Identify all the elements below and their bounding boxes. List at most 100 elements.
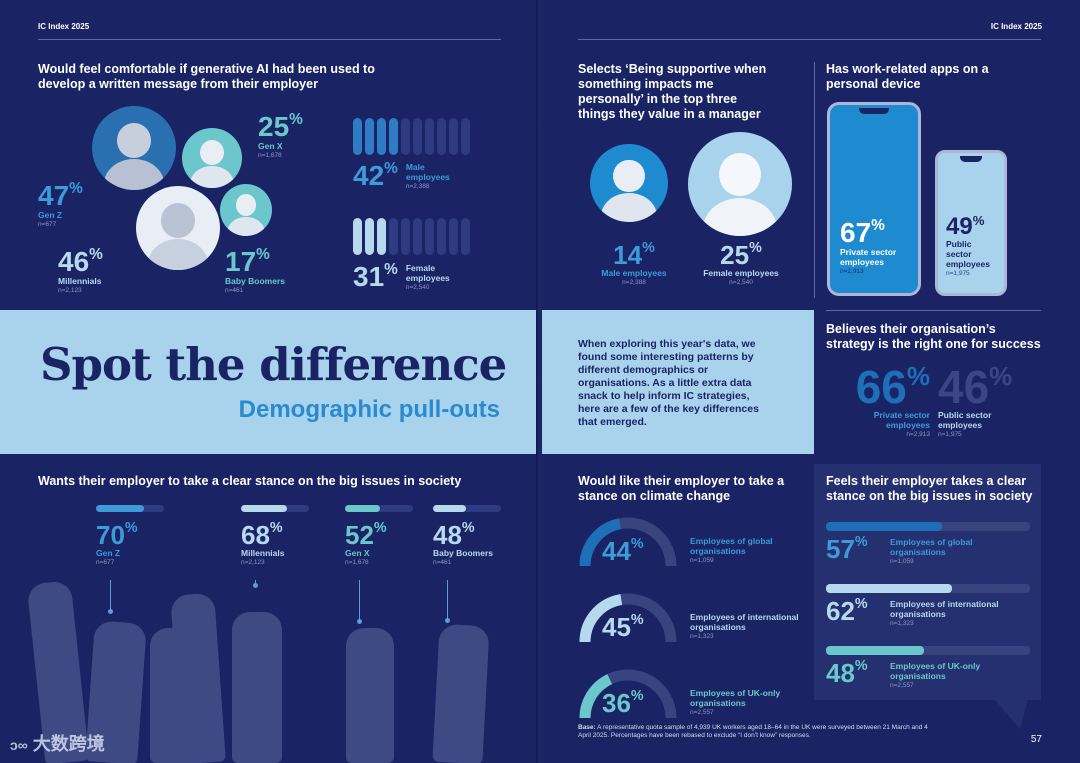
- stat-figure: 52%: [345, 521, 387, 548]
- percent-sign: %: [642, 240, 655, 256]
- stat-label: Employees of international organisations: [890, 599, 999, 619]
- watermark-icon: ↄ∞: [10, 737, 28, 753]
- stat-label: Public sector employees: [938, 410, 992, 430]
- stat-label: Employees of global organisations: [890, 537, 973, 557]
- stat-value: 31: [353, 261, 385, 292]
- avatar-gen-x: [182, 128, 242, 188]
- stat-n: n=2,540: [729, 279, 753, 286]
- stat-figure: 62%: [826, 597, 868, 624]
- band-left: Spot the difference Demographic pull-out…: [0, 310, 538, 454]
- base-text: A representative quota sample of 4,939 U…: [578, 724, 928, 739]
- stat-label: Female employees: [405, 263, 450, 283]
- percent-sign: %: [269, 520, 283, 536]
- stance-bar-fill: [241, 505, 288, 512]
- stat-n: n=1,059: [690, 557, 714, 564]
- percent-sign: %: [630, 536, 644, 552]
- stripe-bar: [437, 218, 446, 255]
- stat-n: n=1,323: [690, 633, 714, 640]
- avatar-millennial: [136, 186, 220, 270]
- feels-bar-2: [826, 646, 1030, 655]
- stat-label: Public sector employees: [946, 239, 990, 269]
- percent-sign: %: [384, 160, 398, 177]
- stripe-bar: [449, 218, 458, 255]
- percent-sign: %: [749, 240, 762, 256]
- band-subhead: Demographic pull-outs: [238, 396, 500, 423]
- stat-n: n=1,975: [946, 270, 970, 277]
- percent-sign: %: [69, 180, 83, 197]
- header-rule: [578, 39, 1041, 40]
- stat-n: n=461: [433, 559, 452, 566]
- stat-label: Private sector employees: [873, 410, 930, 430]
- avatar-male: [590, 144, 668, 222]
- stat-label: Millennials: [58, 276, 102, 286]
- stripe-bar: [425, 218, 434, 255]
- stat-label: Male employees: [405, 162, 450, 182]
- stripe-bar: [365, 118, 374, 155]
- stat-apps-public: 49% Public sector employees n=1,975: [946, 213, 998, 278]
- base-note: Base: A representative quota sample of 4…: [578, 724, 938, 740]
- percent-sign: %: [972, 213, 985, 228]
- percent-sign: %: [630, 612, 644, 628]
- stripe-bar: [449, 118, 458, 155]
- stance-bar-2: [345, 505, 413, 512]
- stat-n: n=2,913: [840, 268, 864, 275]
- stat-n: n=2,388: [622, 279, 646, 286]
- fist-illustration: [346, 628, 394, 763]
- stance-title: Wants their employer to take a clear sta…: [38, 474, 462, 488]
- stat-value: 48: [433, 520, 462, 550]
- climate-value-0: 44%: [602, 536, 644, 566]
- stripe-bar: [461, 118, 470, 155]
- stat-label: Employees of international organisations: [690, 612, 799, 632]
- stat-n: n=2,540: [405, 284, 430, 291]
- stripe-bar: [425, 118, 434, 155]
- stat-n: n=2,557: [690, 709, 714, 716]
- stat-gen-z: 47% Gen Z n=677: [38, 180, 83, 229]
- climate-value-1: 45%: [602, 612, 644, 642]
- left-page: IC Index 2025 Would feel comfortable if …: [0, 0, 538, 763]
- percent-sign: %: [630, 688, 644, 704]
- percent-sign: %: [384, 261, 398, 278]
- stat-value: 70: [96, 520, 125, 550]
- percent-sign: %: [854, 658, 868, 674]
- feels-bar-fill: [826, 646, 924, 655]
- stat-male: 42% Male employees n=2,388: [353, 160, 466, 191]
- strategy-title: Believes their organisation’s strategy i…: [826, 322, 1041, 351]
- stance-bar-fill: [433, 505, 466, 512]
- percent-sign: %: [461, 520, 475, 536]
- climate-label-1: Employees of international organisations…: [690, 612, 810, 641]
- percent-sign: %: [256, 246, 270, 263]
- climate-title: Would like their employer to take a stan…: [578, 474, 785, 503]
- stance-bar-fill: [345, 505, 381, 512]
- watermark-text: 大数跨境: [32, 734, 105, 754]
- stance-stat-1: 68% Millennials n=2,123: [241, 520, 285, 567]
- stat-figure: 70%: [96, 520, 138, 550]
- stat-n: n=1,678: [345, 559, 369, 566]
- feels-value-2: 48%: [826, 658, 868, 686]
- stat-label: Millennials: [241, 548, 285, 558]
- stat-value: 44: [602, 536, 631, 566]
- stat-value: 49: [946, 213, 973, 240]
- band-intro: When exploring this year's data, we foun…: [578, 338, 759, 428]
- stat-label: Baby Boomers: [433, 548, 493, 558]
- divider: [814, 62, 815, 298]
- stat-n: n=2,123: [58, 287, 82, 294]
- stripe-bar: [377, 118, 386, 155]
- stat-n: n=2,123: [241, 559, 265, 566]
- percent-sign: %: [871, 217, 885, 234]
- stat-value: 67: [840, 217, 872, 248]
- avatar-baby-boomer: [220, 184, 272, 236]
- watermark-logo: ↄ∞ 大数跨境: [10, 730, 105, 756]
- stance-bar-fill: [96, 505, 144, 512]
- stat-apps-private: 67% Private sector employees n=2,913: [840, 217, 916, 276]
- band-right: When exploring this year's data, we foun…: [542, 310, 814, 454]
- gauge-fill: [579, 594, 623, 643]
- stat-n: n=1,975: [938, 431, 962, 438]
- apps-title: Has work-related apps on a personal devi…: [826, 62, 989, 91]
- running-header: IC Index 2025: [990, 22, 1042, 31]
- stat-value: 46: [938, 361, 990, 413]
- percent-sign: %: [906, 361, 930, 391]
- stance-pointer: [253, 580, 258, 588]
- stat-value: 45: [602, 612, 631, 642]
- stripe-bar: [401, 118, 410, 155]
- climate-label-2: Employees of UK-only organisations n=2,55…: [690, 688, 810, 717]
